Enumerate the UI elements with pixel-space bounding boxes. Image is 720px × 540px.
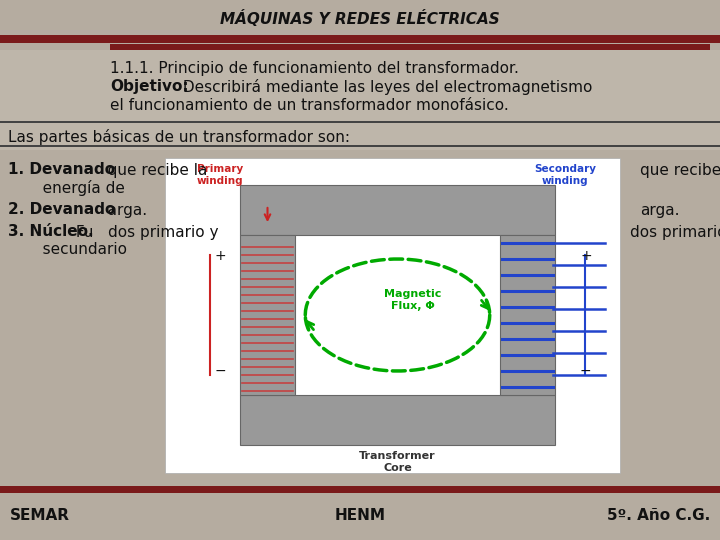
- Text: el funcionamiento de un transformador monofásico.: el funcionamiento de un transformador mo…: [110, 98, 509, 112]
- Text: SEMAR: SEMAR: [10, 508, 70, 523]
- Text: Fu   dos primario y: Fu dos primario y: [71, 225, 218, 240]
- Bar: [0, 121, 720, 123]
- Text: Secondary
winding: Secondary winding: [534, 164, 596, 186]
- Bar: [240, 235, 295, 395]
- Text: 1.1.1. Principio de funcionamiento del transformador.: 1.1.1. Principio de funcionamiento del t…: [110, 60, 519, 76]
- Bar: [0, 50, 720, 150]
- Text: Transformer
Core: Transformer Core: [359, 451, 436, 473]
- Text: secundario: secundario: [28, 242, 127, 258]
- Bar: [110, 44, 710, 50]
- Text: que recibe la: que recibe la: [640, 163, 720, 178]
- Text: Objetivo:: Objetivo:: [110, 79, 189, 94]
- Text: arga.: arga.: [640, 202, 680, 218]
- Bar: [240, 395, 555, 445]
- Text: −: −: [215, 364, 227, 378]
- Text: 5º. Año C.G.: 5º. Año C.G.: [607, 508, 710, 523]
- Bar: [500, 235, 555, 395]
- Text: 2. Devanado: 2. Devanado: [8, 202, 115, 218]
- Text: 3. Núcleo.: 3. Núcleo.: [8, 225, 94, 240]
- Text: dos primario y: dos primario y: [630, 225, 720, 240]
- Text: −: −: [580, 364, 592, 378]
- Text: 1. Devanado: 1. Devanado: [8, 163, 115, 178]
- Text: energía de: energía de: [28, 180, 125, 196]
- Text: +: +: [580, 249, 592, 263]
- Bar: [0, 486, 720, 493]
- Bar: [0, 145, 720, 147]
- Text: MÁQUINAS Y REDES ELÉCTRICAS: MÁQUINAS Y REDES ELÉCTRICAS: [220, 10, 500, 26]
- Text: +: +: [215, 249, 227, 263]
- Bar: [165, 158, 620, 473]
- Text: Las partes básicas de un transformador son:: Las partes básicas de un transformador s…: [8, 129, 350, 145]
- Text: que recibe la: que recibe la: [93, 163, 207, 178]
- Bar: [0, 35, 720, 43]
- Text: HENM: HENM: [335, 508, 385, 523]
- Text: Primary
winding: Primary winding: [197, 164, 243, 186]
- Bar: [240, 185, 555, 235]
- Text: Magnetic
Flux, Φ: Magnetic Flux, Φ: [384, 289, 441, 311]
- Text: Describirá mediante las leyes del electromagnetismo: Describirá mediante las leyes del electr…: [178, 79, 593, 95]
- Text: arga.: arga.: [93, 202, 147, 218]
